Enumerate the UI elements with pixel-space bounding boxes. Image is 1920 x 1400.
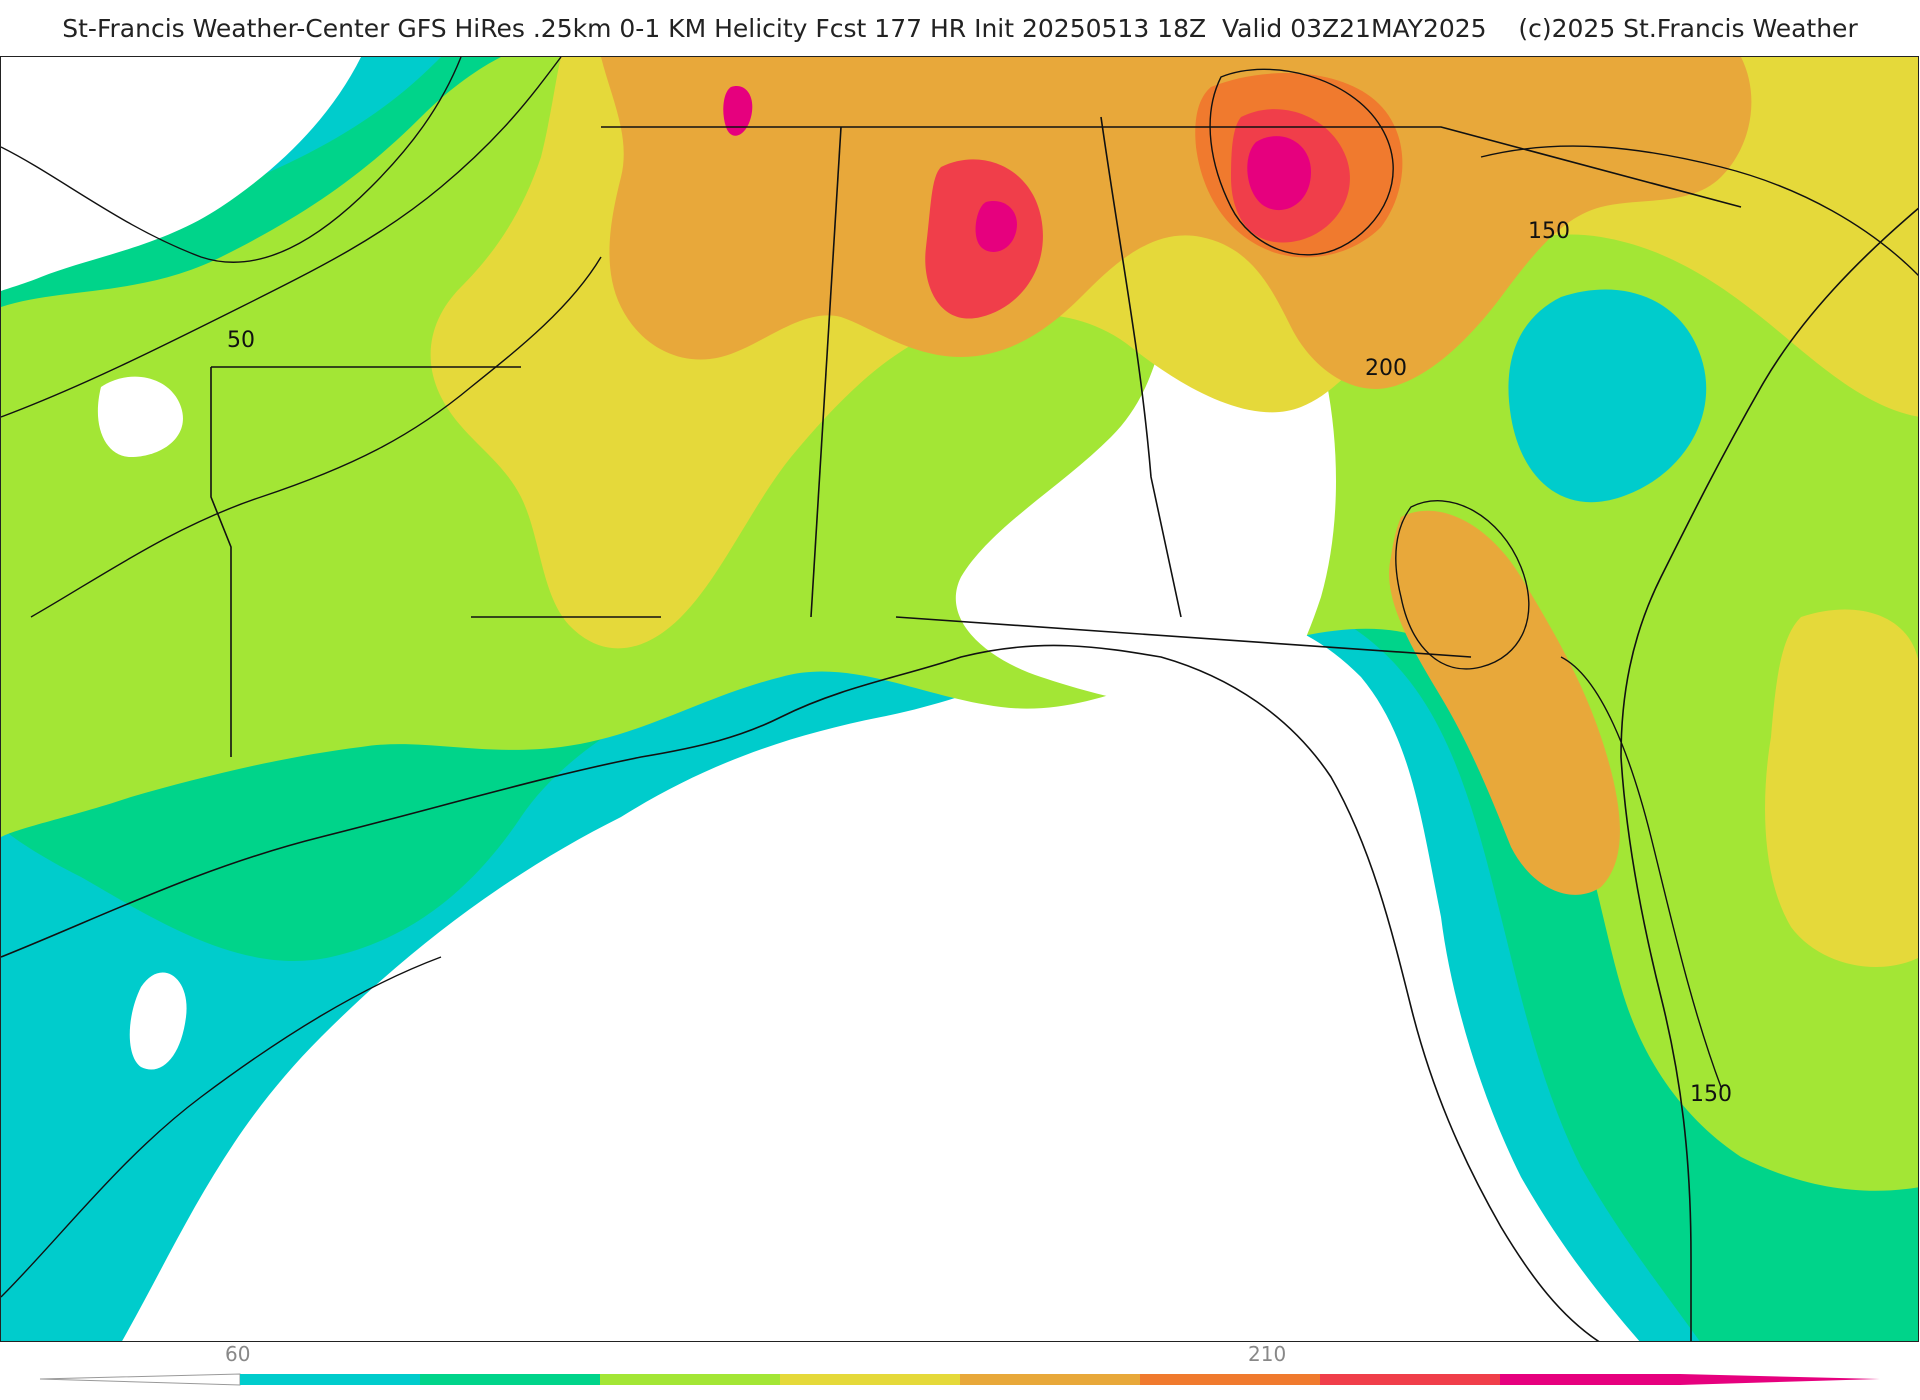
colorbar-tick-60: 60 (225, 1342, 251, 1366)
colorbar-segment (960, 1374, 1141, 1385)
colorbar: 60 210 (0, 1342, 1920, 1400)
colorbar-segment (240, 1374, 421, 1385)
contour-100 (1, 57, 562, 418)
field-magenta-2 (975, 201, 1017, 252)
contour-label-200: 200 (1365, 356, 1407, 381)
colorbar-segment (600, 1374, 781, 1385)
field-teal-carolina (1508, 289, 1707, 503)
helicity-contours (1, 57, 1918, 1298)
colorbar-segment (1500, 1374, 1681, 1385)
land-white-nw (1, 57, 361, 291)
map-title: St-Francis Weather-Center GFS HiRes .25k… (62, 14, 1858, 43)
field-orange-georgia (1389, 510, 1620, 895)
helicity-field (1, 57, 1918, 1341)
helicity-map: 50 200 150 150 (0, 56, 1919, 1342)
colorbar-left-arrow (39, 1373, 241, 1386)
state-border-1 (210, 367, 232, 757)
field-orange-north (601, 57, 1752, 389)
field-magenta-3 (723, 86, 753, 136)
contour-fl-east (1560, 656, 1722, 1088)
colorbar-segment (1140, 1374, 1321, 1385)
geographic-lines (1, 116, 1918, 1341)
state-border-7 (895, 616, 1472, 658)
colorbar-segment (1320, 1374, 1501, 1385)
field-magenta-1 (1247, 136, 1311, 211)
contour-label-150-north: 150 (1528, 219, 1570, 244)
contour-50 (1, 57, 462, 263)
land-white-patch (97, 376, 183, 457)
colorbar-strip (39, 1373, 1880, 1386)
field-yellow-east (1765, 609, 1918, 967)
contour-ga (1395, 500, 1530, 670)
gulf-coastline (1, 644, 1600, 1341)
land-white-patch-2 (129, 972, 187, 1070)
atlantic-coastline (1620, 207, 1918, 1341)
state-border-5 (601, 126, 1742, 208)
colorbar-right-arrow (1680, 1374, 1880, 1385)
contour-label-50: 50 (227, 328, 255, 353)
contour-label-150-south: 150 (1690, 1082, 1732, 1107)
state-border-6 (1100, 116, 1182, 618)
colorbar-segment (420, 1374, 601, 1385)
contour-150-east (1480, 145, 1918, 277)
contour-gulf (1, 956, 442, 1298)
gulf-white-region (122, 613, 1640, 1341)
colorbar-segment (780, 1374, 961, 1385)
state-border-4 (810, 126, 842, 618)
contour-150-west (30, 256, 602, 618)
contour-200 (1209, 68, 1394, 256)
colorbar-segments (240, 1374, 1681, 1385)
colorbar-tick-210: 210 (1248, 1342, 1287, 1366)
